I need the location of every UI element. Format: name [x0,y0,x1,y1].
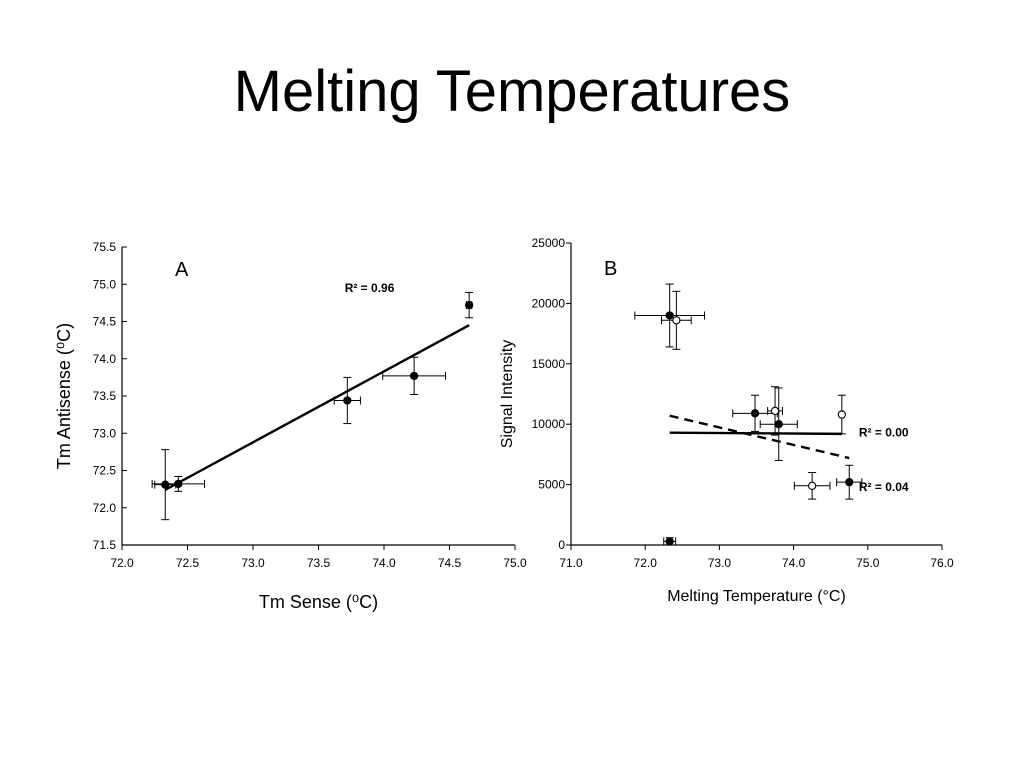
filled-marker [845,478,854,487]
y-tick-label: 73.0 [93,426,117,440]
data-point [333,376,361,425]
x-tick-label: 74.0 [782,556,806,570]
data-point [793,472,831,500]
r-squared-label: R² = 0.96 [345,281,395,295]
x-tick-label: 73.0 [241,556,265,570]
x-tick-label: 71.0 [559,556,583,570]
data-point [836,464,863,500]
filled-marker [750,409,760,418]
data-point [837,394,846,435]
panel-label: A [175,259,189,281]
y-tick-label: 75.5 [93,240,117,254]
filled-marker [464,300,474,310]
open-marker [837,410,846,419]
x-tick-label: 74.0 [372,556,396,570]
filled-marker [161,480,170,489]
y-axis-label: Signal Intensity [499,340,516,449]
y-tick-label: 71.5 [93,538,117,552]
x-tick-label: 75.0 [856,556,880,570]
x-tick-label: 72.0 [110,556,134,570]
data-point [464,291,474,319]
open-marker [672,316,681,325]
data-point [661,290,692,350]
fit-line-solid [669,431,842,436]
y-tick-label: 15000 [532,357,566,371]
open-marker [770,406,780,416]
y-axis-label: Tm Antisense (⁰C) [54,323,74,469]
y-tick-label: 74.5 [93,315,117,329]
chart-b: 71.0 72.0 73.0 74.0 75.0 76.0 0 5000 10000 15000 2… [499,236,954,605]
x-tick-label: 72.5 [176,556,200,570]
y-tick-label: 25000 [532,236,566,250]
data-point [759,387,798,461]
fit-line-solid [164,324,470,491]
y-tick-label: 74.0 [93,352,117,366]
x-tick-label: 73.0 [708,556,732,570]
x-tick-label: 75.0 [503,556,527,570]
x-tick-label: 73.5 [307,556,331,570]
filled-marker [665,537,674,546]
filled-marker [774,420,783,429]
filled-marker [174,479,183,489]
y-tick-label: 73.5 [93,389,117,403]
x-tick-label: 74.5 [438,556,462,570]
fit-line-dashed [669,414,850,460]
r-squared-label: R² = 0.04 [859,480,909,494]
panel-label: B [604,258,617,280]
data-point [151,475,206,492]
chart-a: 72.0 72.5 73.0 73.5 74.0 74.5 75.0 71.5 72.0 72.5… [54,240,527,612]
y-tick-label: 72.5 [93,464,117,478]
data-point [382,356,447,396]
filled-marker [343,396,352,405]
y-tick-label: 20000 [532,296,566,310]
y-tick-label: 10000 [532,417,566,431]
y-tick-label: 0 [558,538,565,552]
open-marker [808,481,817,490]
x-axis-label: Melting Temperature (°C) [667,588,846,605]
slide-title: Melting Temperatures [233,59,791,124]
data-point [634,283,706,348]
data-point [154,449,177,521]
filled-marker [665,311,674,320]
data-point [767,386,783,436]
r-squared-label: R² = 0.00 [859,426,909,440]
data-point [732,394,778,432]
y-tick-label: 75.0 [93,277,117,291]
data-point [663,537,677,546]
x-tick-label: 72.0 [634,556,658,570]
y-tick-label: 5000 [538,478,565,492]
x-axis-label: Tm Sense (⁰C) [259,592,378,612]
x-tick-label: 76.0 [930,556,954,570]
y-tick-label: 72.0 [93,501,117,515]
filled-marker [409,371,419,381]
